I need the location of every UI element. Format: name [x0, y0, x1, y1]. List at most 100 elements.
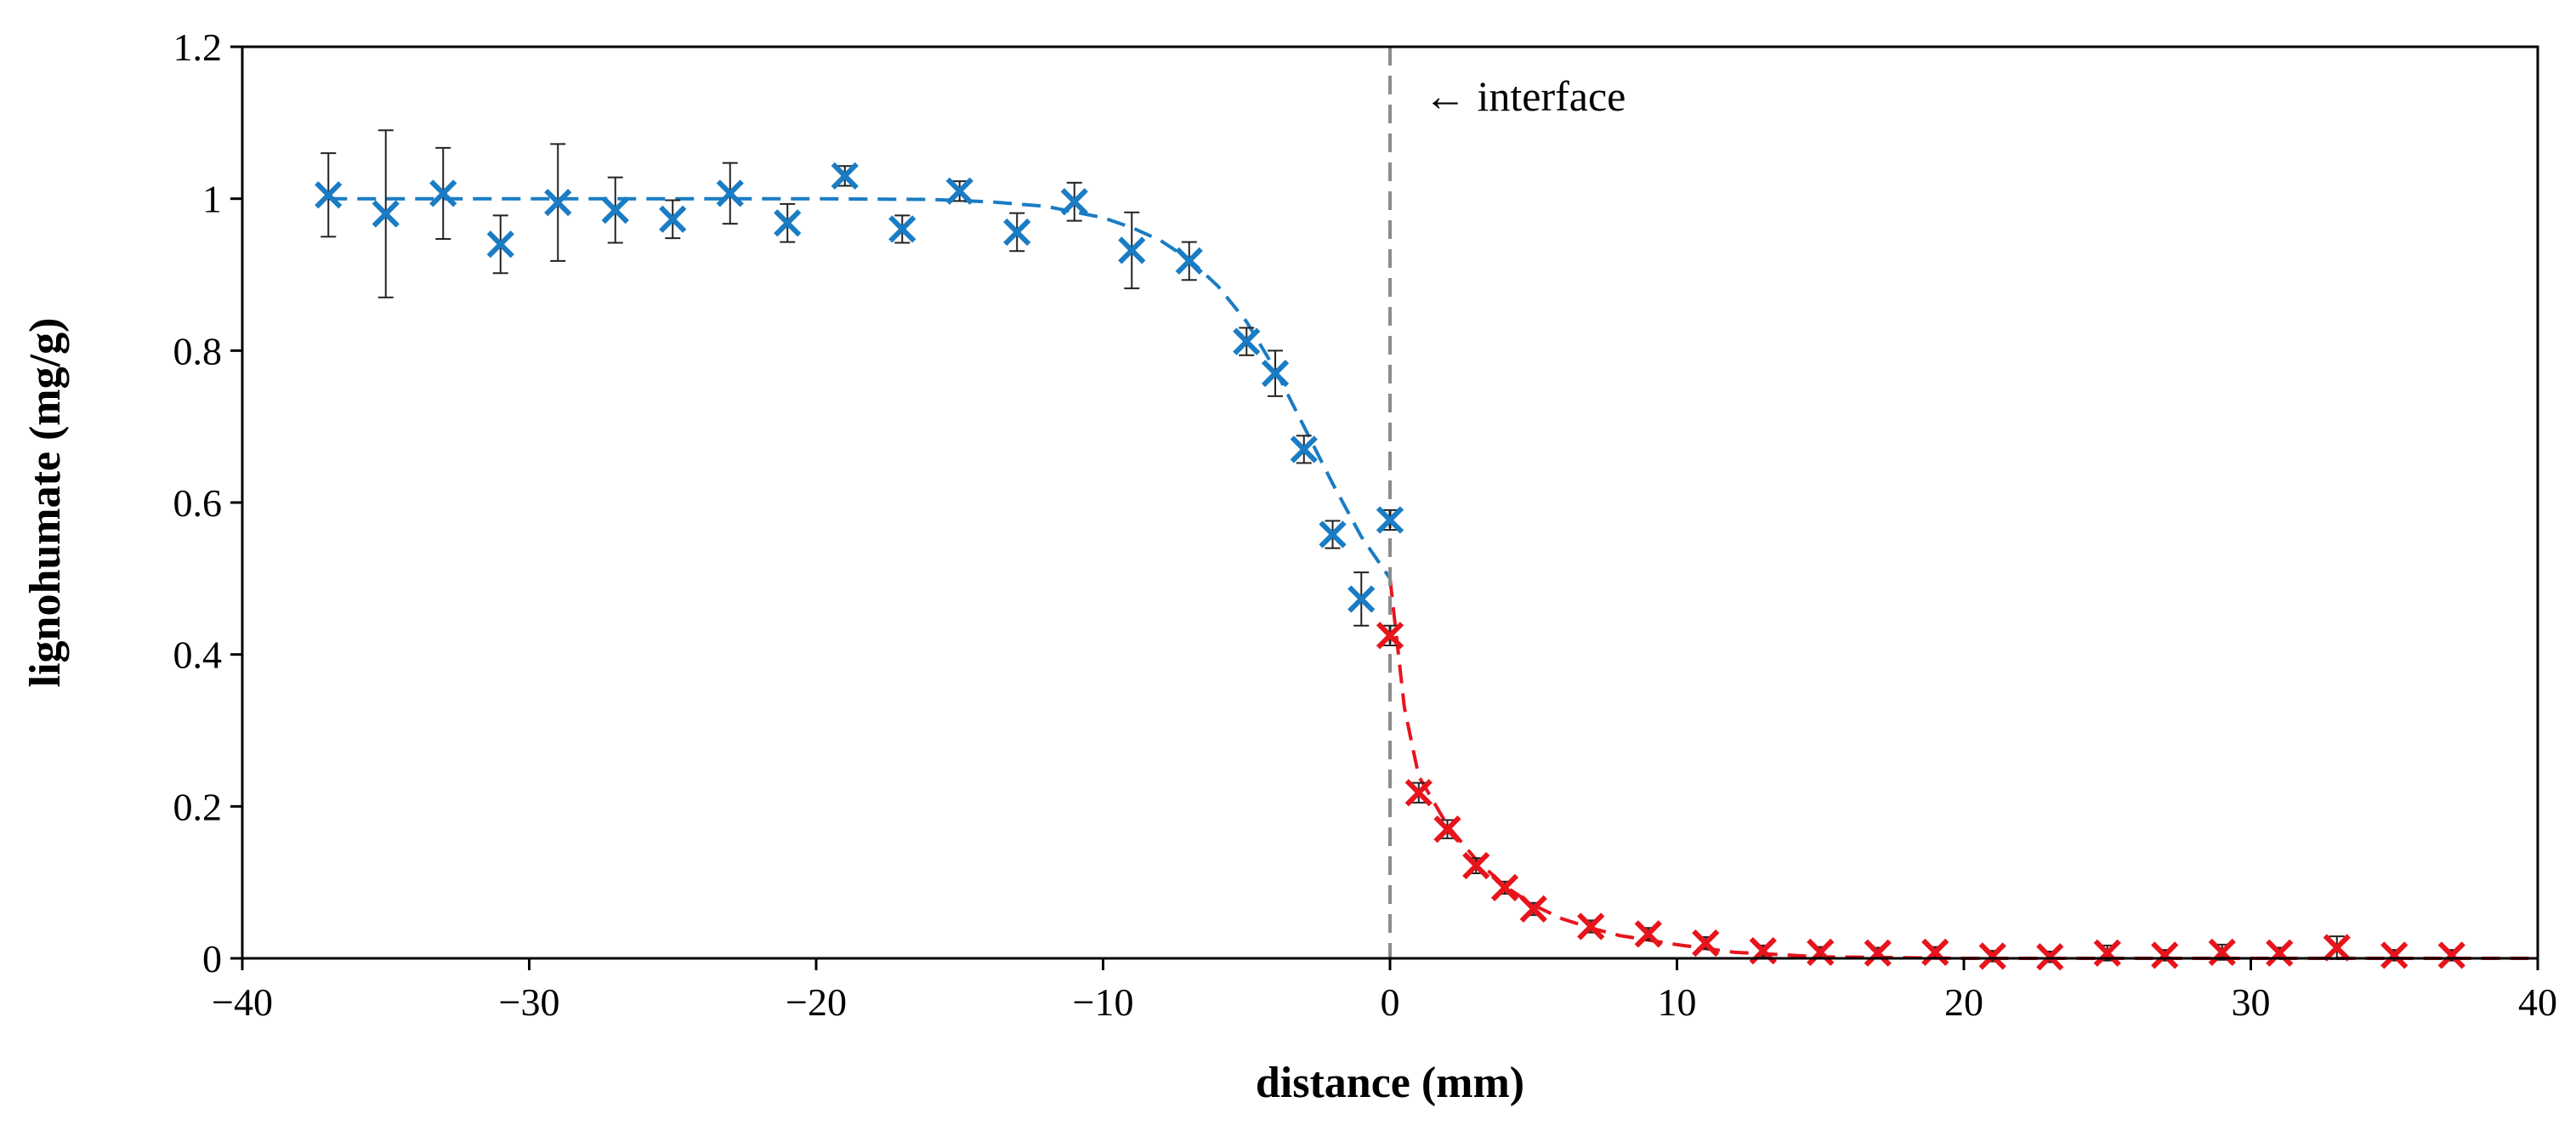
x-tick-label: 30: [2232, 980, 2271, 1024]
marker-stroke: [1290, 435, 1318, 463]
x-axis-ticks: −40 −30 −20 −10 0 10 20 30 40: [212, 958, 2557, 1024]
marker-stroke: [2036, 943, 2064, 971]
data-point: [2093, 939, 2121, 967]
data-point: [1404, 779, 1433, 807]
data-point: [1634, 920, 1662, 948]
x-axis-title: distance (mm): [1256, 1059, 1524, 1107]
marker-stroke: [774, 209, 802, 237]
marker-stroke: [1376, 506, 1404, 534]
x-tick-label: 10: [1658, 980, 1697, 1024]
marker-stroke: [659, 205, 687, 233]
data-point: [2036, 943, 2064, 971]
data-point: [1348, 571, 1376, 627]
x-tick-label: −30: [499, 980, 560, 1024]
marker-stroke: [1978, 942, 2006, 970]
fit-line: [1388, 578, 2538, 960]
data-point: [2380, 941, 2409, 969]
marker-stroke: [1261, 360, 1290, 388]
marker-stroke: [1175, 247, 1203, 276]
marker-stroke: [1692, 929, 1720, 957]
marker-stroke: [1577, 912, 1605, 940]
data-point: [2437, 941, 2465, 969]
data-point: [486, 214, 514, 275]
data-point: [1118, 211, 1146, 290]
marker-stroke: [888, 215, 916, 243]
data-point: [1003, 212, 1031, 253]
data-point: [315, 152, 343, 238]
data-point: [1692, 929, 1720, 957]
data-point: [544, 143, 572, 262]
y-tick-label: 0.8: [173, 329, 223, 372]
marker-stroke: [1060, 188, 1088, 216]
data-point: [888, 214, 916, 244]
marker-stroke: [1634, 920, 1662, 948]
marker-stroke: [2093, 939, 2121, 967]
y-tick-label: 1: [202, 178, 222, 221]
marker-stroke: [601, 196, 629, 224]
data-point: [774, 202, 802, 243]
data-point: [2208, 938, 2236, 966]
data-point: [1261, 349, 1290, 397]
x-tick-label: 0: [1381, 980, 1400, 1024]
y-tick-label: 0.6: [173, 481, 223, 525]
data-point: [1376, 622, 1404, 650]
marker-stroke: [1519, 895, 1547, 923]
data-point: [945, 177, 973, 205]
marker-stroke: [831, 162, 859, 190]
data-point: [601, 176, 629, 244]
marker-stroke: [372, 200, 400, 228]
marker-stroke: [2323, 934, 2351, 962]
marker-stroke: [1921, 938, 1949, 966]
interface-annotation: ← interface: [1424, 72, 1626, 120]
marker-stroke: [1233, 327, 1261, 355]
x-tick-label: 20: [1944, 980, 1983, 1024]
marker-stroke: [315, 181, 343, 209]
marker-stroke: [1490, 873, 1519, 902]
data-point: [429, 146, 457, 241]
marker-stroke: [544, 189, 572, 217]
x-tick-label: 40: [2518, 980, 2557, 1024]
data-point: [831, 162, 859, 190]
marker-stroke: [1807, 938, 1835, 966]
y-axis-title: lignohumate (mg/g): [21, 318, 70, 688]
marker-stroke: [2266, 939, 2294, 967]
marker-stroke: [945, 177, 973, 205]
marker-stroke: [2208, 938, 2236, 966]
fit-lines: [328, 196, 2538, 960]
y-tick-label: 0.4: [173, 634, 223, 677]
marker-stroke: [486, 230, 514, 259]
data-point: [659, 199, 687, 240]
y-tick-label: 0.2: [173, 785, 223, 828]
marker-stroke: [1404, 779, 1433, 807]
marker-stroke: [716, 179, 744, 207]
x-tick-label: −10: [1073, 980, 1134, 1024]
data-points: [315, 129, 2465, 971]
y-tick-label: 1.2: [173, 26, 223, 69]
data-point: [1577, 912, 1605, 940]
data-point: [1319, 520, 1347, 549]
data-point: [1462, 851, 1490, 880]
marker-stroke: [1003, 218, 1031, 247]
data-point: [1433, 815, 1461, 844]
marker-stroke: [2380, 941, 2409, 969]
data-point: [1290, 435, 1318, 464]
marker-stroke: [1864, 939, 1892, 967]
marker-stroke: [1118, 236, 1146, 264]
marker-stroke: [2437, 941, 2465, 969]
marker-stroke: [429, 179, 457, 207]
marker-stroke: [2151, 941, 2179, 969]
data-point: [1376, 506, 1404, 534]
y-axis-ticks: 0 0.2 0.4 0.6 0.8 1 1.2: [173, 26, 242, 980]
marker-stroke: [1462, 851, 1490, 880]
data-point: [1233, 327, 1261, 356]
interface-group: ← interface: [1388, 47, 1626, 958]
fit-line: [328, 196, 1392, 580]
marker-stroke: [1348, 585, 1376, 613]
x-tick-label: −20: [786, 980, 847, 1024]
marker-stroke: [1376, 622, 1404, 650]
data-point: [1175, 241, 1203, 281]
marker-stroke: [1433, 815, 1461, 844]
data-point: [1060, 181, 1088, 222]
